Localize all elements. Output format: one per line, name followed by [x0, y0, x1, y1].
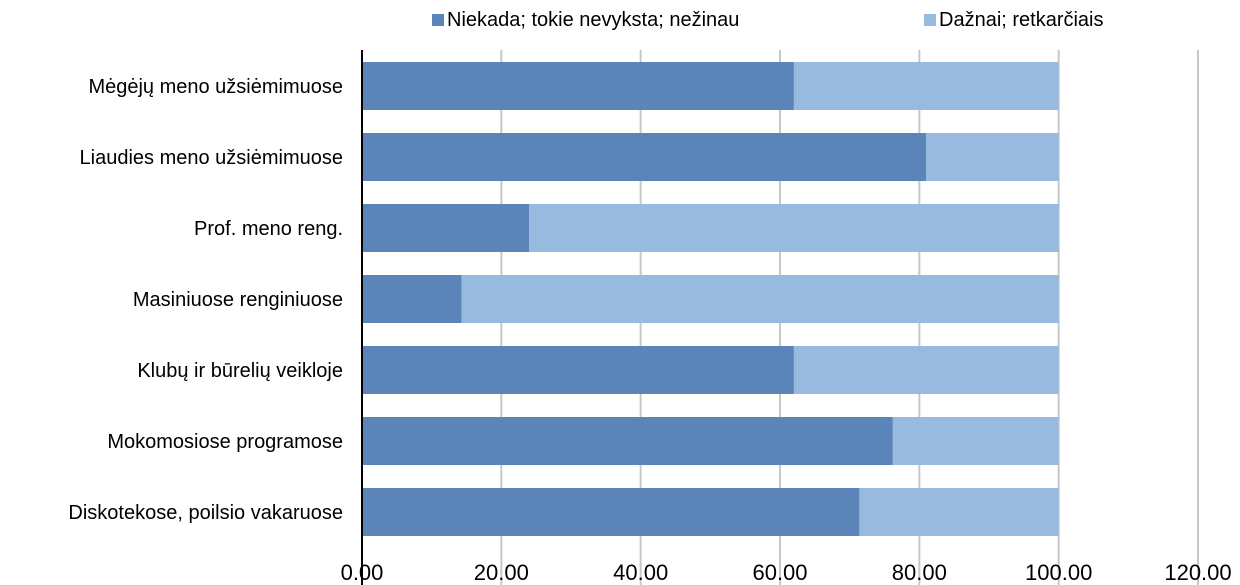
bar-segment-daznai [529, 204, 1059, 252]
category-label: Mokomosiose programose [107, 431, 343, 453]
legend: Niekada; tokie nevyksta; nežinau Dažnai; … [432, 9, 1104, 31]
x-tick-label: 80.00 [892, 560, 947, 585]
legend-swatch-niekada [432, 14, 444, 26]
x-tick-label: 0.00 [341, 560, 384, 585]
legend-label-niekada: Niekada; tokie nevyksta; nežinau [447, 9, 739, 31]
x-tick-label: 120.00 [1164, 560, 1231, 585]
category-label: Liaudies meno užsiėmimuose [80, 147, 343, 169]
x-tick-label: 100.00 [1025, 560, 1092, 585]
x-tick-labels: 0.00 20.00 40.00 60.00 80.00 100.00 120.00 [341, 560, 1232, 585]
legend-swatch-daznai [924, 14, 936, 26]
bar-segment-daznai [859, 488, 1059, 536]
bar-segment-daznai [793, 346, 1059, 394]
bar-segment-daznai [461, 275, 1059, 323]
category-label: Diskotekose, poilsio vakaruose [68, 502, 343, 524]
category-label: Prof. meno reng. [194, 218, 343, 240]
bar-segment-niekada [362, 204, 530, 252]
bar-segment-daznai [926, 133, 1059, 181]
bar-segment-niekada [362, 417, 893, 465]
category-label: Mėgėjų meno užsiėmimuose [88, 76, 343, 98]
bar-segment-niekada [362, 346, 794, 394]
category-labels: Mėgėjų meno užsiėmimuose Liaudies meno už… [68, 76, 343, 524]
bar-segment-niekada [362, 488, 860, 536]
category-label: Klubų ir būrelių veikloje [137, 360, 343, 382]
bars [362, 62, 1059, 536]
legend-label-daznai: Dažnai; retkarčiais [939, 9, 1104, 31]
x-tick-label: 60.00 [752, 560, 807, 585]
bar-segment-niekada [362, 62, 794, 110]
bar-segment-daznai [793, 62, 1059, 110]
category-label: Masiniuose renginiuose [133, 289, 343, 311]
bar-segment-niekada [362, 133, 927, 181]
x-tick-label: 40.00 [613, 560, 668, 585]
bar-segment-daznai [892, 417, 1059, 465]
bar-segment-niekada [362, 275, 462, 323]
x-tick-label: 20.00 [474, 560, 529, 585]
